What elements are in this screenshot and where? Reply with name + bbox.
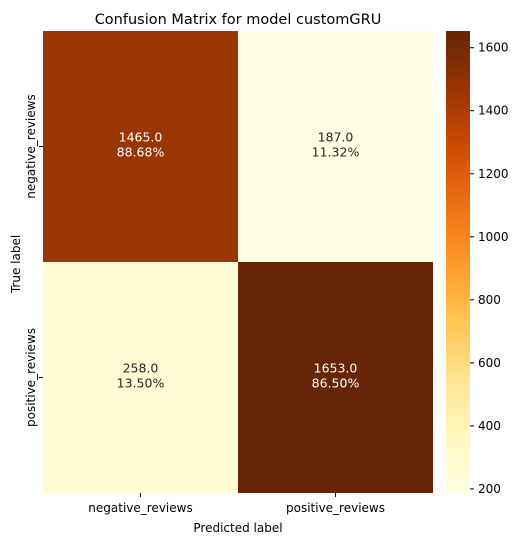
x-axis-label: Predicted label (193, 521, 282, 535)
heatmap-cell (43, 31, 238, 262)
y-axis-ticks: negative_reviews positive_reviews (24, 94, 43, 427)
colorbar-tick-label: 1200 (478, 167, 509, 181)
cell-percent-label: 86.50% (312, 376, 360, 391)
colorbar-tick-label: 1000 (478, 230, 509, 244)
colorbar-ticks: 200 400 600 800 1000 1200 1400 1600 (470, 41, 509, 496)
colorbar-tick-label: 800 (478, 293, 501, 307)
colorbar-tick-label: 1600 (478, 41, 509, 55)
cell-percent-label: 11.32% (312, 145, 360, 160)
cell-percent-label: 88.68% (117, 145, 165, 160)
colorbar-tick-label: 1400 (478, 104, 509, 118)
heatmap-cell (43, 262, 238, 493)
colorbar-tick-label: 200 (478, 482, 501, 496)
y-axis-label: True label (9, 235, 23, 294)
cell-count-label: 187.0 (318, 130, 354, 145)
cell-percent-label: 13.50% (117, 376, 165, 391)
heatmap-cells (43, 31, 433, 493)
cell-count-label: 1653.0 (314, 361, 358, 376)
heatmap-cell-labels: 1465.088.68% 187.011.32% 258.013.50% 1653.0… (117, 130, 360, 391)
colorbar-tick-label: 600 (478, 356, 501, 370)
x-tick-label: negative_reviews (88, 501, 192, 515)
x-tick-label: positive_reviews (286, 501, 385, 515)
x-axis-ticks: negative_reviews positive_reviews (88, 493, 385, 515)
y-tick-label: positive_reviews (24, 328, 38, 427)
y-tick-label: negative_reviews (24, 94, 38, 198)
heatmap-cell (238, 262, 433, 493)
cell-count-label: 258.0 (123, 361, 159, 376)
heatmap-cell (238, 31, 433, 262)
colorbar (446, 31, 470, 493)
colorbar-tick-label: 400 (478, 419, 501, 433)
cell-count-label: 1465.0 (119, 130, 163, 145)
chart-title: Confusion Matrix for model customGRU (95, 12, 382, 28)
